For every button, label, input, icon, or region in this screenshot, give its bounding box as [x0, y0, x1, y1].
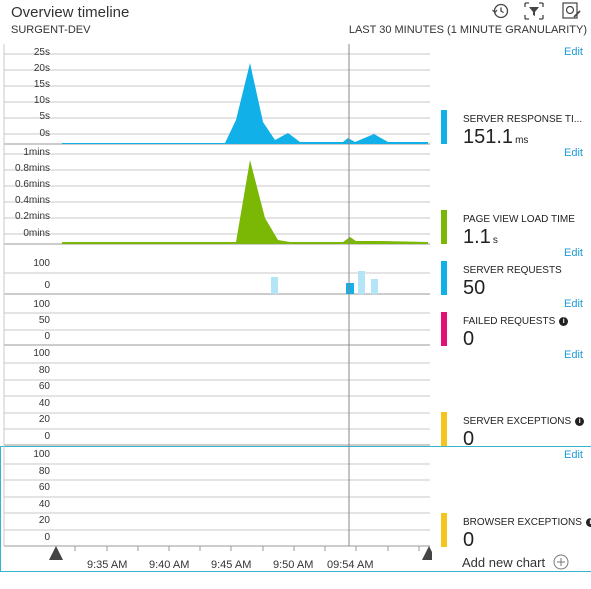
- settings-icon[interactable]: [561, 2, 581, 20]
- y-tick: 40: [38, 499, 50, 510]
- edit-link-server-exceptions[interactable]: Edit: [564, 349, 583, 361]
- metric-label: FAILED REQUESTS i: [463, 316, 569, 327]
- y-tick: 0s: [39, 128, 50, 139]
- metric-number: 151.1: [463, 126, 514, 148]
- metric-unit: s: [492, 235, 498, 246]
- request-bar: [371, 279, 378, 294]
- y-tick: 60: [38, 381, 50, 392]
- metric-label-text: FAILED REQUESTS: [463, 316, 556, 327]
- metrics-sidebar: Edit SERVER RESPONSE TI... 151.1 ms Edit …: [432, 0, 591, 589]
- timeline-charts: [3, 44, 432, 560]
- y-tick: 50: [38, 315, 50, 326]
- x-tick: 9:35 AM: [87, 559, 128, 571]
- server-requests-bars: [271, 271, 378, 294]
- info-icon[interactable]: i: [575, 417, 585, 426]
- y-tick: 100: [33, 449, 50, 460]
- info-icon[interactable]: i: [559, 317, 569, 326]
- metric-value: 0: [463, 529, 475, 551]
- y-tick: 100: [33, 348, 50, 359]
- page-view-area: [62, 160, 428, 244]
- range-end-handle[interactable]: [422, 546, 432, 560]
- metric-label: SERVER RESPONSE TI...: [463, 114, 583, 125]
- x-tick: 9:50 AM: [273, 559, 314, 571]
- history-icon[interactable]: [490, 2, 510, 20]
- x-tick: 9:45 AM: [211, 559, 252, 571]
- metric-label-text: BROWSER EXCEPTIONS: [463, 517, 582, 528]
- plus-circle-icon: [553, 554, 569, 570]
- metric-label: SERVER REQUESTS: [463, 265, 562, 276]
- y-tick: 80: [38, 365, 50, 376]
- y-tick: 0: [44, 331, 50, 342]
- metric-label-text: SERVER EXCEPTIONS: [463, 416, 572, 427]
- request-bar: [271, 277, 278, 294]
- resource-name: SURGENT-DEV: [11, 24, 91, 36]
- edit-link-failed[interactable]: Edit: [564, 298, 583, 310]
- edit-link-pageview[interactable]: Edit: [564, 147, 583, 159]
- y-tick: 0mins: [23, 228, 50, 239]
- metric-value: 50: [463, 277, 486, 299]
- range-start-handle[interactable]: [49, 546, 63, 560]
- metric-color-bar: [441, 412, 447, 446]
- y-tick: 5s: [39, 111, 50, 122]
- metric-label: PAGE VIEW LOAD TIME: [463, 214, 575, 225]
- y-tick: 0.2mins: [14, 211, 50, 222]
- edit-link-requests[interactable]: Edit: [564, 247, 583, 259]
- edit-link-response[interactable]: Edit: [564, 46, 583, 58]
- y-tick: 100: [33, 258, 50, 269]
- y-tick: 40: [38, 398, 50, 409]
- metric-color-bar: [441, 110, 447, 144]
- filter-icon[interactable]: [524, 2, 544, 20]
- y-tick: 0: [44, 532, 50, 543]
- metric-label: SERVER EXCEPTIONS i: [463, 416, 585, 427]
- metric-number: 1.1: [463, 226, 491, 248]
- y-tick: 25s: [33, 47, 50, 58]
- metric-color-bar: [441, 210, 447, 244]
- y-tick: 10s: [33, 95, 50, 106]
- metric-color-bar: [441, 312, 447, 346]
- y-tick: 20: [38, 414, 50, 425]
- server-response-area: [62, 63, 428, 144]
- y-tick: 20s: [33, 63, 50, 74]
- page-title: Overview timeline: [11, 4, 130, 21]
- metric-value: 1.1 s: [463, 226, 498, 249]
- y-tick: 0: [44, 431, 50, 442]
- info-icon[interactable]: i: [585, 518, 591, 527]
- add-chart-label: Add new chart: [462, 555, 546, 570]
- x-tick: 9:40 AM: [149, 559, 190, 571]
- timeline-header: Overview timeline SURGENT-DEV LAST 30 MI…: [0, 0, 591, 44]
- y-tick: 0.8mins: [14, 163, 50, 174]
- metric-unit: ms: [515, 135, 529, 146]
- y-tick: 15s: [33, 79, 50, 90]
- y-tick: 60: [38, 482, 50, 493]
- metric-value: 151.1 ms: [463, 126, 528, 149]
- metric-label: BROWSER EXCEPTIONS i: [463, 517, 591, 528]
- request-bar: [358, 271, 365, 294]
- metric-color-bar: [441, 261, 447, 295]
- y-tick: 1mins: [23, 147, 50, 158]
- y-tick: 0: [44, 280, 50, 291]
- y-tick: 100: [33, 299, 50, 310]
- selected-chart-highlight: [0, 446, 591, 572]
- y-tick: 0.6mins: [14, 179, 50, 190]
- edit-link-browser-exceptions[interactable]: Edit: [564, 449, 583, 461]
- request-bar: [346, 283, 354, 294]
- x-tick: 09:54 AM: [327, 559, 374, 571]
- metric-value: 0: [463, 428, 475, 450]
- add-new-chart-button[interactable]: Add new chart: [462, 554, 569, 570]
- metric-value: 0: [463, 328, 475, 350]
- y-tick: 0.4mins: [14, 195, 50, 206]
- metric-color-bar: [441, 513, 447, 547]
- y-tick: 20: [38, 515, 50, 526]
- time-range-label[interactable]: LAST 30 MINUTES (1 MINUTE GRANULARITY): [348, 24, 587, 36]
- y-tick: 80: [38, 466, 50, 477]
- gridlines: [4, 53, 430, 547]
- x-axis-ticks: [74, 546, 420, 551]
